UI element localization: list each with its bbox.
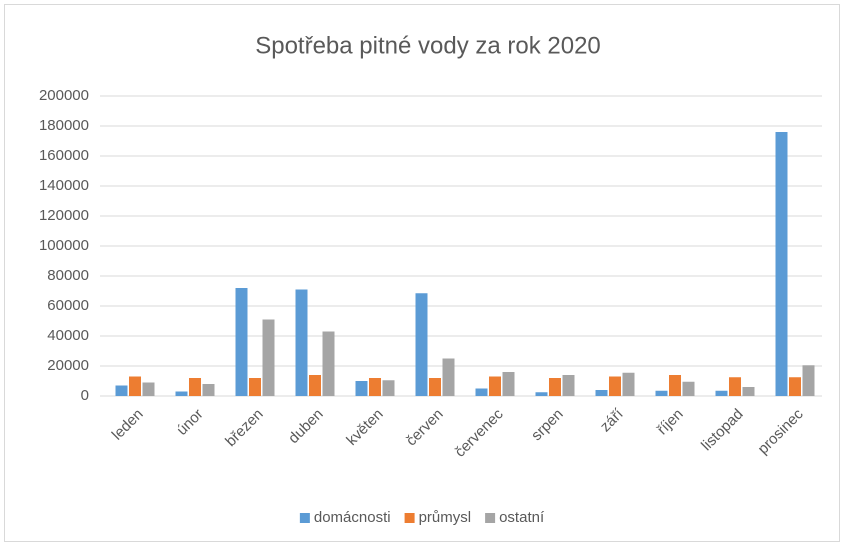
legend-swatch (485, 513, 496, 523)
bar (295, 289, 308, 396)
bar (262, 319, 275, 396)
bar (322, 331, 335, 396)
bar (622, 372, 635, 396)
legend-label: domácnosti (314, 509, 391, 526)
legend-label: průmysl (419, 509, 472, 526)
y-tick-label: 140000 (39, 177, 89, 194)
bar (442, 358, 455, 396)
y-tick-label: 100000 (39, 237, 89, 254)
y-tick-label: 20000 (47, 357, 89, 374)
y-tick-label: 0 (81, 387, 89, 404)
bar (802, 365, 815, 396)
bar (202, 384, 215, 396)
bar (789, 377, 801, 396)
bar (142, 382, 155, 396)
bar (682, 381, 695, 396)
y-tick-label: 120000 (39, 207, 89, 224)
bar (415, 293, 428, 396)
bar (742, 387, 755, 396)
bar (355, 381, 368, 396)
bar (369, 378, 381, 396)
legend-swatch (299, 513, 310, 523)
y-tick-label: 180000 (39, 117, 89, 134)
bar (549, 378, 561, 396)
bar (655, 390, 668, 396)
bar (489, 376, 501, 396)
bar (189, 378, 201, 396)
bar (715, 390, 728, 396)
bar (775, 132, 788, 396)
legend-label: ostatní (499, 509, 545, 526)
bar (475, 388, 488, 396)
bar (115, 385, 128, 396)
bar (309, 375, 321, 396)
bar (502, 372, 515, 396)
bar (562, 375, 575, 396)
legend-swatch (404, 513, 415, 523)
bar (595, 390, 608, 396)
bar (175, 391, 188, 396)
bar (129, 376, 141, 396)
bar (669, 375, 681, 396)
y-tick-label: 200000 (39, 87, 89, 104)
bar (235, 288, 248, 396)
y-tick-label: 80000 (47, 267, 89, 284)
y-tick-label: 60000 (47, 297, 89, 314)
y-tick-label: 40000 (47, 327, 89, 344)
y-tick-label: 160000 (39, 147, 89, 164)
bar (382, 380, 395, 396)
bar (535, 392, 548, 396)
bar (729, 377, 741, 396)
chart-frame (4, 4, 840, 542)
bar (249, 378, 261, 396)
chart-title: Spotřeba pitné vody za rok 2020 (255, 32, 601, 59)
bar (609, 376, 621, 396)
bar (429, 378, 441, 396)
